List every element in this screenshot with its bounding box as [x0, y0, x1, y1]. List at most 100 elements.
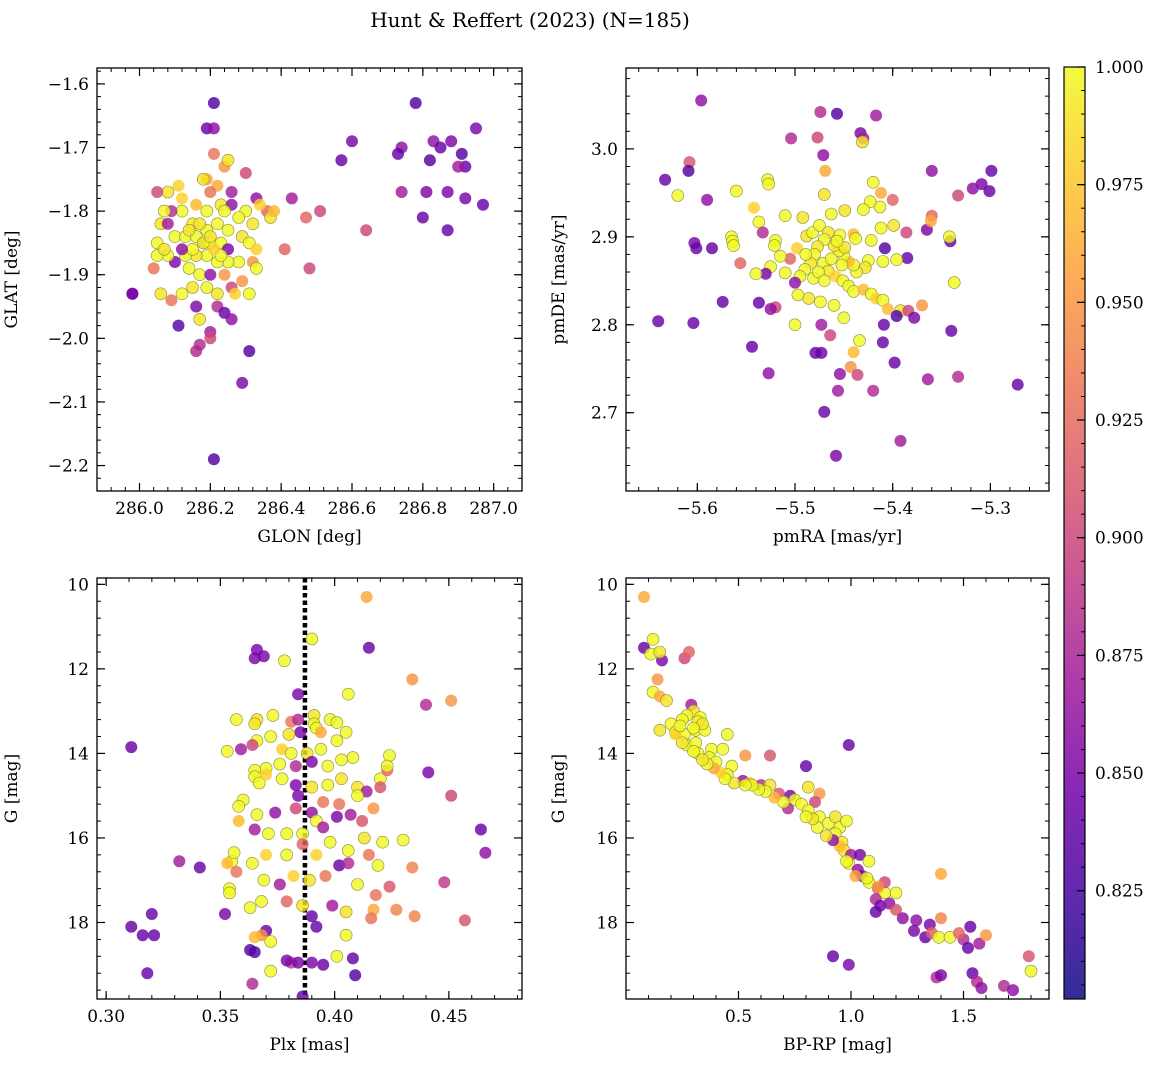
data-point [862, 854, 876, 868]
axes-frame [96, 67, 523, 492]
data-point [200, 204, 214, 218]
data-point [921, 373, 934, 386]
data-point [211, 217, 224, 231]
data-point [383, 880, 396, 893]
data-point [875, 186, 887, 199]
data-point [651, 673, 664, 686]
data-point [310, 920, 323, 933]
data-point [221, 223, 235, 237]
data-point [333, 798, 346, 811]
data-point [230, 713, 243, 726]
data-point [300, 211, 312, 224]
data-point [964, 920, 977, 933]
panel-pmra-pmde: −5.6 −5.5 −5.4 −5.3 2.7 2.8 2.9 3.0 pmRA [mas/yr… [549, 67, 1050, 547]
data-point [141, 967, 154, 980]
data-point [289, 779, 302, 792]
data-point [314, 726, 327, 739]
data-point [759, 267, 772, 280]
data-point [260, 848, 273, 861]
data-point [827, 299, 841, 312]
data-point [687, 317, 700, 329]
data-point [229, 287, 242, 300]
data-point [246, 977, 259, 990]
data-point [847, 346, 860, 359]
data-point [856, 135, 869, 149]
data-point [873, 200, 887, 214]
data-point [207, 453, 220, 466]
data-point [876, 255, 890, 268]
data-point [154, 287, 168, 301]
panel-glon-glat: 286.0 286.2 286.4 286.6 286.8 287.0 −2.2 −2.1 −2… [2, 67, 523, 547]
data-point [756, 226, 769, 239]
data-point [932, 930, 946, 944]
data-point [423, 154, 436, 167]
data-point [339, 905, 353, 919]
y-axis-label: G [mag] [2, 754, 22, 823]
data-point [749, 267, 763, 281]
data-point [367, 802, 380, 815]
data-point [190, 345, 203, 358]
data-point [799, 248, 813, 261]
data-point [280, 827, 294, 841]
y-tick-label: 14 [67, 744, 89, 764]
data-point [390, 903, 403, 916]
data-point [221, 857, 234, 870]
data-point [151, 186, 164, 198]
data-point [851, 368, 864, 381]
data-point [789, 276, 801, 289]
data-point [998, 979, 1010, 992]
data-point [296, 990, 309, 999]
x-tick-label: 0.5 [725, 1007, 752, 1027]
colorbar-tick-label: 0.925 [1095, 411, 1144, 431]
data-point [266, 709, 280, 722]
data-point [380, 759, 394, 773]
data-point [148, 929, 161, 942]
data-point [232, 255, 245, 269]
data-point [333, 859, 346, 872]
data-point [264, 730, 278, 743]
data-point [253, 198, 266, 211]
data-point [227, 846, 241, 860]
data-point [420, 698, 432, 711]
data-point [653, 645, 667, 659]
data-point [246, 217, 260, 231]
data-point [878, 242, 891, 255]
data-point [339, 725, 353, 739]
data-point [339, 928, 353, 942]
data-point [886, 193, 899, 206]
data-point [341, 844, 355, 857]
data-point [830, 449, 842, 462]
data-point [406, 673, 419, 686]
data-point [360, 224, 373, 237]
data-point [190, 300, 203, 313]
data-point [1022, 950, 1035, 963]
data-point [246, 739, 259, 751]
x-tick-label: 286.4 [257, 499, 306, 519]
data-point [248, 823, 261, 836]
data-point [477, 198, 489, 211]
data-point [310, 848, 323, 861]
data-point [221, 153, 235, 167]
data-point [470, 122, 482, 135]
data-point [796, 211, 810, 224]
data-point [788, 318, 802, 332]
data-point [809, 346, 822, 359]
data-point [434, 141, 447, 154]
data-point [218, 204, 231, 218]
y-tick-label: 16 [596, 829, 618, 849]
data-point [218, 268, 231, 281]
data-point [785, 132, 798, 145]
data-point [683, 646, 695, 658]
data-point [305, 780, 319, 794]
x-axis-label: BP-RP [mag] [783, 1035, 892, 1055]
data-point [814, 295, 827, 309]
data-point [232, 815, 245, 827]
y-tick-label: 12 [67, 660, 89, 680]
data-point [225, 313, 238, 326]
data-point [255, 895, 268, 908]
data-point [849, 870, 862, 882]
data-point [250, 808, 264, 822]
data-point [860, 871, 874, 885]
data-point [687, 721, 700, 735]
data-point [223, 886, 236, 900]
